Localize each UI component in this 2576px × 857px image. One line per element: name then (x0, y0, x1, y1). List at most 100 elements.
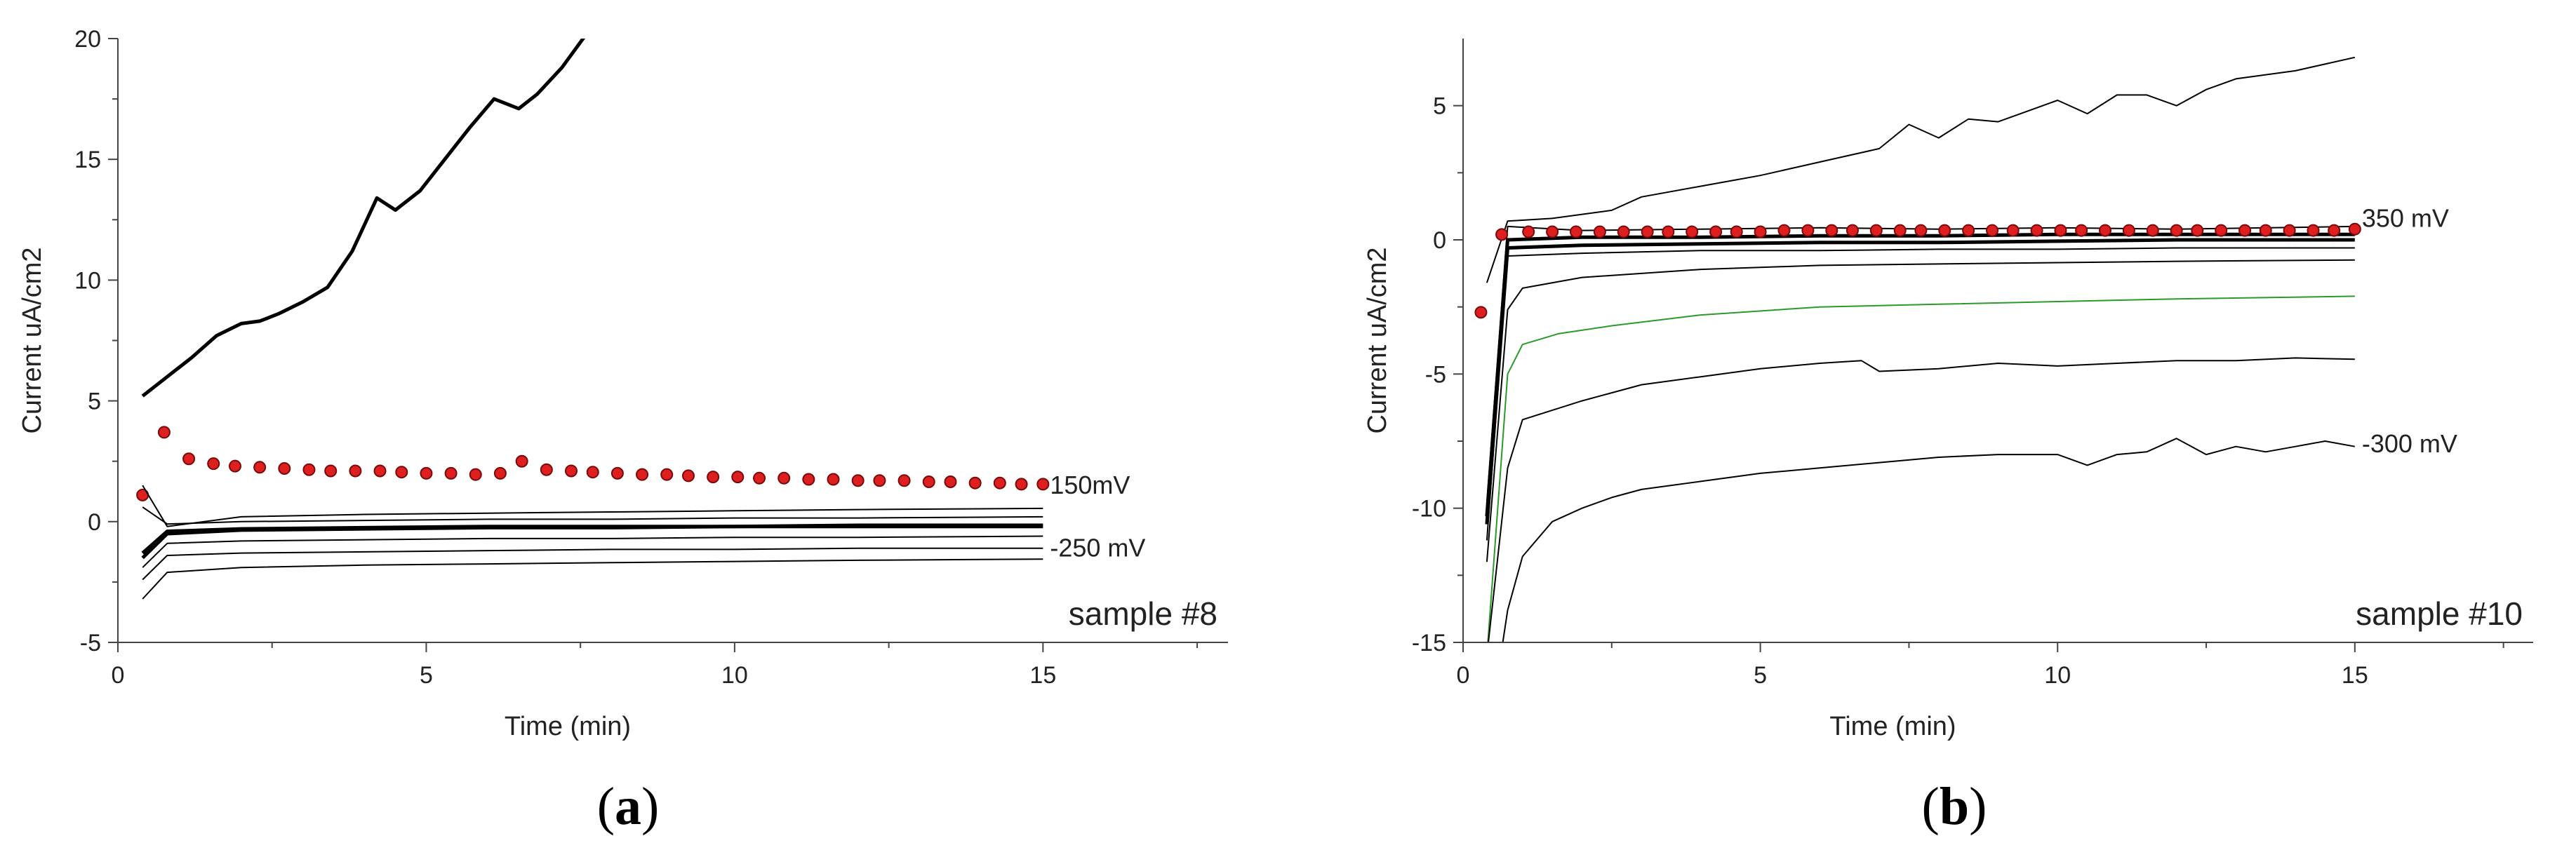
annotation-neg250mv: -250 mV (1050, 534, 1145, 562)
data-point (731, 471, 745, 484)
annotation-neg300mv: -300 mV (2362, 429, 2457, 458)
sample-label-b: sample #10 (2356, 595, 2523, 632)
data-point (778, 471, 791, 485)
data-point (1569, 225, 1582, 238)
caption-a-letter: a (615, 777, 641, 836)
y-tick-label: -10 (1412, 496, 1446, 522)
data-point (753, 471, 766, 485)
data-point (1474, 306, 1488, 319)
data-point (253, 461, 267, 474)
y-axis-label-a: Current uA/cm2 (18, 247, 47, 433)
data-point (2191, 224, 2204, 237)
data-point (2259, 224, 2272, 237)
data-point (2283, 224, 2296, 237)
data-point (515, 454, 528, 468)
caption-b-letter: b (1940, 777, 1969, 836)
data-point (1914, 224, 1928, 237)
data-point (1825, 224, 1838, 237)
data-point (182, 452, 196, 466)
data-point (349, 464, 362, 478)
data-point (302, 463, 316, 476)
data-point (2054, 224, 2067, 237)
data-point (1846, 224, 1859, 237)
data-point (1938, 224, 1951, 237)
data-point (636, 468, 649, 481)
data-point (395, 466, 408, 479)
data-point (993, 476, 1006, 490)
data-point (564, 464, 578, 478)
y-tick-label: 0 (1433, 227, 1446, 254)
data-point (1522, 225, 1535, 238)
series-line (1502, 438, 2355, 642)
y-tick-label: -5 (1425, 361, 1446, 388)
data-point (707, 471, 720, 484)
data-point (922, 475, 935, 488)
data-point (420, 466, 433, 480)
y-tick-label: 20 (74, 26, 101, 53)
y-tick-label: 15 (74, 147, 101, 173)
series-line (142, 506, 1043, 525)
data-point (610, 466, 624, 480)
data-point (1641, 225, 1654, 238)
data-point (851, 474, 865, 487)
data-point (1893, 224, 1907, 237)
y-tick-label: -5 (80, 630, 101, 656)
chart-panel-a: 0 5 10 15 -5 0 5 10 15 20 Time (min) Current uA/c… (18, 26, 1228, 741)
data-point (873, 474, 886, 487)
chart-panel-b: 0 5 10 15 -15 -10 -5 0 5 Time (min) Current uA/c… (1363, 39, 2533, 741)
data-point (1986, 224, 1999, 237)
data-point (373, 464, 387, 478)
data-point (228, 459, 241, 473)
data-point (1801, 224, 1815, 237)
x-axis-label-a: Time (min) (505, 712, 631, 741)
data-point (540, 463, 553, 476)
data-point (207, 457, 220, 471)
data-point (2122, 224, 2135, 237)
data-point (944, 475, 957, 488)
y-tick-label: 0 (88, 509, 101, 536)
data-point (469, 468, 482, 481)
series-line (141, 523, 1043, 555)
series-line (1486, 247, 2355, 541)
data-point (897, 474, 911, 487)
annotation-150mv: 150mV (1050, 471, 1130, 499)
data-point (2170, 224, 2183, 237)
series-line (1486, 225, 2355, 504)
x-tick-label: 5 (1754, 662, 1767, 689)
y-tick-label: 5 (1433, 93, 1446, 120)
y-tick-label: 10 (74, 267, 101, 294)
data-point (1709, 225, 1723, 238)
data-point (660, 468, 674, 481)
data-point (1730, 225, 1743, 238)
data-point (324, 464, 338, 478)
x-tick-label: 10 (2044, 662, 2071, 689)
y-axis-label-b: Current uA/cm2 (1363, 247, 1392, 433)
data-point (1546, 225, 1559, 238)
y-tick-label: -15 (1412, 630, 1446, 656)
data-point (1593, 225, 1606, 238)
series-line (1485, 238, 2355, 525)
ticks-b: 0 5 10 15 -15 -10 -5 0 5 (1412, 93, 2504, 689)
series-line (142, 558, 1043, 600)
x-tick-label: 15 (1029, 662, 1056, 689)
x-tick-label: 0 (112, 662, 125, 689)
ticks-a: 0 5 10 15 -5 0 5 10 15 20 (74, 26, 1199, 689)
data-point (1777, 224, 1791, 237)
data-point (1662, 225, 1675, 238)
series-line (1485, 232, 2355, 517)
caption-a: (a) (597, 777, 660, 836)
data-point (1869, 224, 1883, 237)
data-point (681, 469, 695, 483)
data-point (493, 466, 507, 480)
series-layer-b (1474, 56, 2361, 642)
data-point (2348, 222, 2361, 236)
data-point (2075, 224, 2088, 237)
data-point (2328, 224, 2341, 237)
x-tick-label: 10 (721, 662, 748, 689)
data-point (278, 462, 291, 475)
series-line (142, 485, 1043, 527)
series-line (1486, 259, 2355, 562)
data-point (968, 476, 982, 490)
series-line (1487, 295, 2355, 642)
